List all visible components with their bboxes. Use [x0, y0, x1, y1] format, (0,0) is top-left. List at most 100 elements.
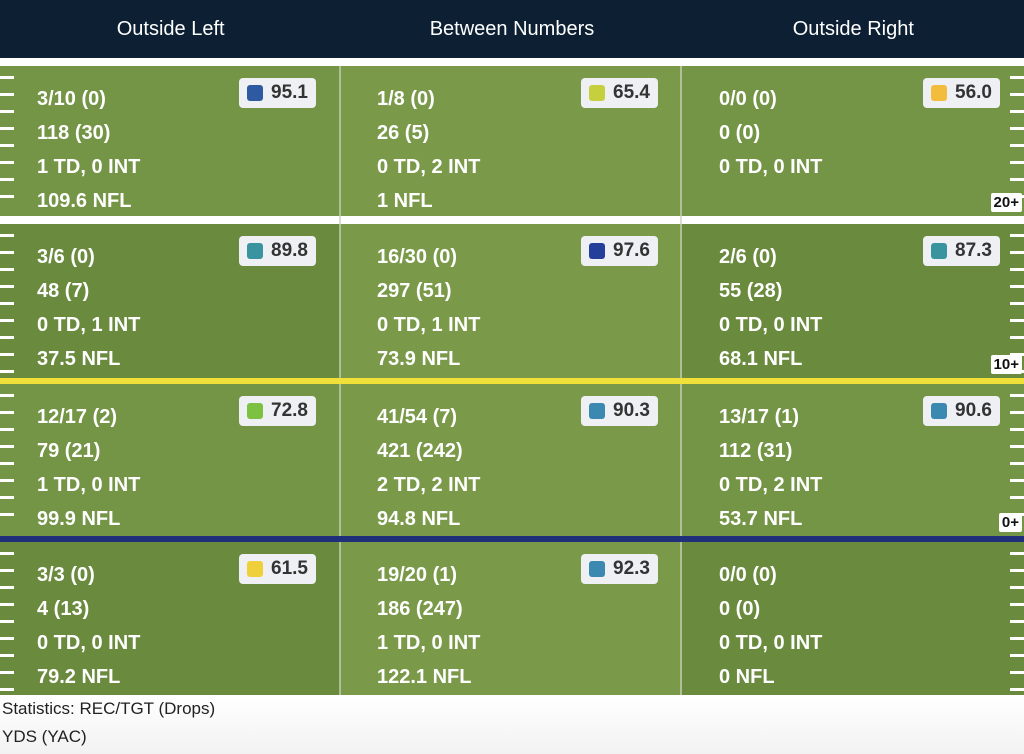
yard-tick: [0, 496, 14, 499]
yard-tick: [0, 671, 14, 674]
yard-tick: [1010, 586, 1024, 589]
stat-rec: 3/3 (0): [37, 564, 95, 586]
stat-nfl: 109.6 NFL: [37, 190, 132, 212]
yard-tick: [1010, 251, 1024, 254]
grade-badge: 90.3: [581, 396, 658, 426]
yard-tick: [0, 285, 14, 288]
grade-color-swatch: [589, 243, 606, 259]
grade-value: 90.3: [613, 400, 650, 421]
stat-td: 1 TD, 0 INT: [377, 632, 481, 654]
yard-tick: [1010, 496, 1024, 499]
yard-tick: [0, 603, 14, 606]
grade-color-swatch: [247, 243, 264, 259]
grade-value: 90.6: [955, 400, 992, 421]
stat-yds: 112 (31): [719, 440, 793, 462]
stat-rec: 1/8 (0): [377, 88, 435, 110]
stat-yds: 118 (30): [37, 122, 111, 144]
stat-rec: 12/17 (2): [37, 406, 118, 428]
grade-badge: 90.6: [923, 396, 1000, 426]
yard-tick: [0, 319, 14, 322]
zone-cell[interactable]: 0/0 (0) 0 (0) 0 TD, 0 INT 0 NFL: [682, 542, 1024, 695]
yard-tick: [0, 428, 14, 431]
depth-label: 10+: [990, 355, 1022, 374]
zone-cell[interactable]: 1/8 (0) 26 (5) 0 TD, 2 INT 1 NFL 65.4: [340, 66, 682, 216]
legend-line-yds: YDS (YAC): [2, 727, 87, 746]
grade-badge: 72.8: [239, 396, 316, 426]
zone-cell[interactable]: 13/17 (1) 112 (31) 0 TD, 2 INT 53.7 NFL 90.6: [682, 384, 1024, 536]
yard-tick: [0, 110, 14, 113]
zone-cell[interactable]: 12/17 (2) 79 (21) 1 TD, 0 INT 99.9 NFL 72.8: [0, 384, 340, 536]
stat-rec: 19/20 (1): [377, 564, 458, 586]
stat-td: 0 TD, 0 INT: [719, 156, 823, 178]
stat-rec: 0/0 (0): [719, 88, 777, 110]
stat-yds: 0 (0): [719, 122, 761, 144]
stat-td: 0 TD, 0 INT: [37, 632, 141, 654]
yard-tick: [1010, 462, 1024, 465]
zone-cell[interactable]: 19/20 (1) 186 (247) 1 TD, 0 INT 122.1 NFL 92…: [340, 542, 682, 695]
stat-nfl: 37.5 NFL: [37, 348, 121, 370]
grade-badge: 61.5: [239, 554, 316, 584]
zone-cell[interactable]: 3/3 (0) 4 (13) 0 TD, 0 INT 79.2 NFL 61.5: [0, 542, 340, 695]
yard-tick: [1010, 620, 1024, 623]
grade-color-swatch: [247, 561, 264, 577]
yard-tick: [0, 161, 14, 164]
yard-tick: [0, 370, 14, 373]
cell-stats: 41/54 (7) 421 (242) 2 TD, 2 INT 94.8 NFL: [377, 400, 480, 536]
yard-tick: [1010, 285, 1024, 288]
cell-stats: 16/30 (0) 297 (51) 0 TD, 1 INT 73.9 NFL: [377, 240, 480, 376]
yard-tick: [0, 586, 14, 589]
yard-tick: [0, 462, 14, 465]
stat-td: 2 TD, 2 INT: [377, 474, 481, 496]
grade-badge: 92.3: [581, 554, 658, 584]
grade-value: 72.8: [271, 400, 308, 421]
yard-tick: [1010, 479, 1024, 482]
grade-badge: 56.0: [923, 78, 1000, 108]
yard-tick: [1010, 110, 1024, 113]
grade-color-swatch: [931, 403, 948, 419]
zone-header: Outside Left Between Numbers Outside Rig…: [0, 0, 1024, 58]
yard-tick: [0, 637, 14, 640]
zone-cell[interactable]: 41/54 (7) 421 (242) 2 TD, 2 INT 94.8 NFL 90.…: [340, 384, 682, 536]
yard-tick: [1010, 654, 1024, 657]
zone-cell[interactable]: 3/6 (0) 48 (7) 0 TD, 1 INT 37.5 NFL 89.8: [0, 224, 340, 378]
passing-field-chart: 3/10 (0) 118 (30) 1 TD, 0 INT 109.6 NFL 95.1…: [0, 58, 1024, 695]
zone-cell[interactable]: 16/30 (0) 297 (51) 0 TD, 1 INT 73.9 NFL 97.6: [340, 224, 682, 378]
grade-value: 61.5: [271, 558, 308, 579]
zone-cell[interactable]: 3/10 (0) 118 (30) 1 TD, 0 INT 109.6 NFL 95.1: [0, 66, 340, 216]
depth-label: 0+: [998, 513, 1022, 532]
grade-value: 97.6: [613, 240, 650, 261]
yard-tick: [1010, 268, 1024, 271]
stat-nfl: 99.9 NFL: [37, 508, 121, 530]
legend-footer: Statistics: REC/TGT (Drops) YDS (YAC): [0, 695, 1024, 754]
zone-band: 3/3 (0) 4 (13) 0 TD, 0 INT 79.2 NFL 61.5 19/2…: [0, 542, 1024, 695]
grade-badge: 89.8: [239, 236, 316, 266]
stat-td: 0 TD, 0 INT: [719, 314, 823, 336]
stat-td: 1 TD, 0 INT: [37, 474, 141, 496]
stat-yds: 26 (5): [377, 122, 430, 144]
stat-td: 1 TD, 0 INT: [37, 156, 141, 178]
zone-cell[interactable]: 2/6 (0) 55 (28) 0 TD, 0 INT 68.1 NFL 87.3: [682, 224, 1024, 378]
line-of-scrimmage: [0, 536, 1024, 542]
yard-tick: [0, 552, 14, 555]
yard-tick: [1010, 552, 1024, 555]
grade-badge: 97.6: [581, 236, 658, 266]
stat-yds: 0 (0): [719, 598, 761, 620]
yard-tick: [0, 127, 14, 130]
cell-stats: 3/6 (0) 48 (7) 0 TD, 1 INT 37.5 NFL: [37, 240, 140, 376]
yard-tick: [1010, 234, 1024, 237]
yard-tick: [0, 178, 14, 181]
grade-badge: 95.1: [239, 78, 316, 108]
yard-tick: [0, 302, 14, 305]
yard-ticks-left: [0, 224, 14, 378]
yard-tick: [1010, 688, 1024, 691]
grade-badge: 65.4: [581, 78, 658, 108]
stat-td: 0 TD, 2 INT: [377, 156, 481, 178]
yard-tick: [1010, 76, 1024, 79]
grade-color-swatch: [247, 85, 264, 101]
yard-tick: [1010, 319, 1024, 322]
yard-tick: [0, 268, 14, 271]
zone-cell[interactable]: 0/0 (0) 0 (0) 0 TD, 0 INT 56.0: [682, 66, 1024, 216]
stat-rec: 3/10 (0): [37, 88, 106, 110]
grade-color-swatch: [589, 403, 606, 419]
stat-nfl: 53.7 NFL: [719, 508, 803, 530]
